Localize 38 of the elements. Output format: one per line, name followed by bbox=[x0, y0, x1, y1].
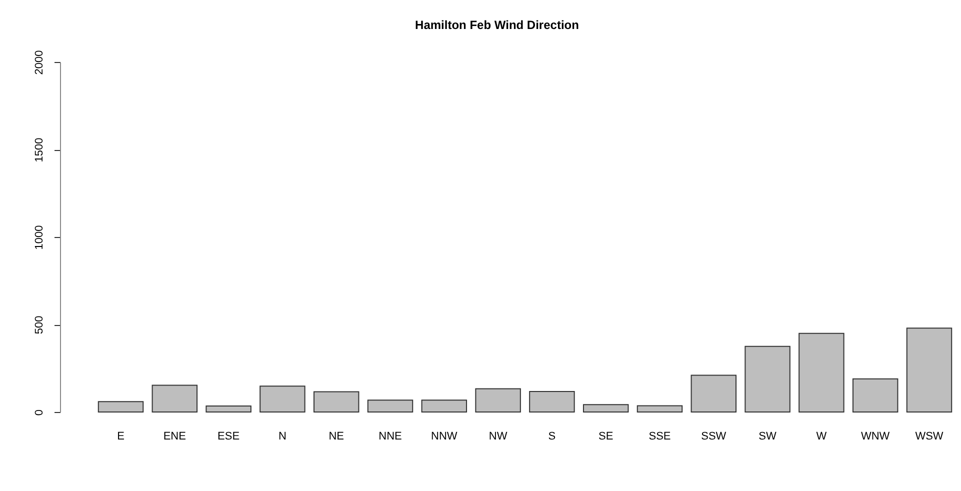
bar bbox=[582, 404, 629, 412]
bar bbox=[475, 388, 521, 412]
x-tick-label: SSW bbox=[701, 430, 727, 442]
bar bbox=[798, 332, 844, 412]
x-tick-label: ESE bbox=[218, 430, 240, 442]
x-tick-label: E bbox=[117, 430, 124, 442]
x-tick-label: SE bbox=[598, 430, 614, 442]
bar bbox=[152, 384, 198, 412]
x-tick-label: N bbox=[278, 430, 286, 442]
y-tick-label: 2000 bbox=[34, 50, 46, 75]
bar bbox=[690, 374, 737, 412]
x-tick-label: ENE bbox=[163, 430, 186, 442]
x-tick-label: S bbox=[548, 430, 556, 442]
x-tick-label: NNE bbox=[378, 430, 402, 442]
y-tick-label: 1000 bbox=[34, 225, 46, 250]
bar bbox=[852, 378, 898, 412]
x-tick-label: WNW bbox=[860, 430, 890, 442]
bar bbox=[906, 328, 952, 412]
x-tick-label: SSE bbox=[648, 430, 671, 442]
bar bbox=[206, 406, 252, 412]
x-tick-label: W bbox=[816, 430, 828, 442]
bar bbox=[260, 386, 306, 412]
bar bbox=[636, 405, 683, 412]
bar bbox=[421, 400, 468, 412]
x-tick-label: NNW bbox=[431, 430, 458, 442]
y-tick-label: 1500 bbox=[34, 138, 46, 162]
bar bbox=[744, 346, 790, 412]
y-tick-label: 500 bbox=[34, 316, 46, 334]
x-tick-label: WSW bbox=[915, 430, 944, 442]
bar bbox=[367, 400, 414, 412]
chart-title: Hamilton Feb Wind Direction bbox=[415, 18, 579, 32]
x-tick-label: NW bbox=[488, 430, 508, 442]
x-tick-label: SW bbox=[758, 430, 778, 442]
bar bbox=[313, 391, 360, 412]
y-tick-label: 0 bbox=[34, 409, 46, 416]
bar bbox=[98, 401, 144, 412]
bar bbox=[529, 391, 575, 412]
x-tick-label: NE bbox=[328, 430, 344, 442]
